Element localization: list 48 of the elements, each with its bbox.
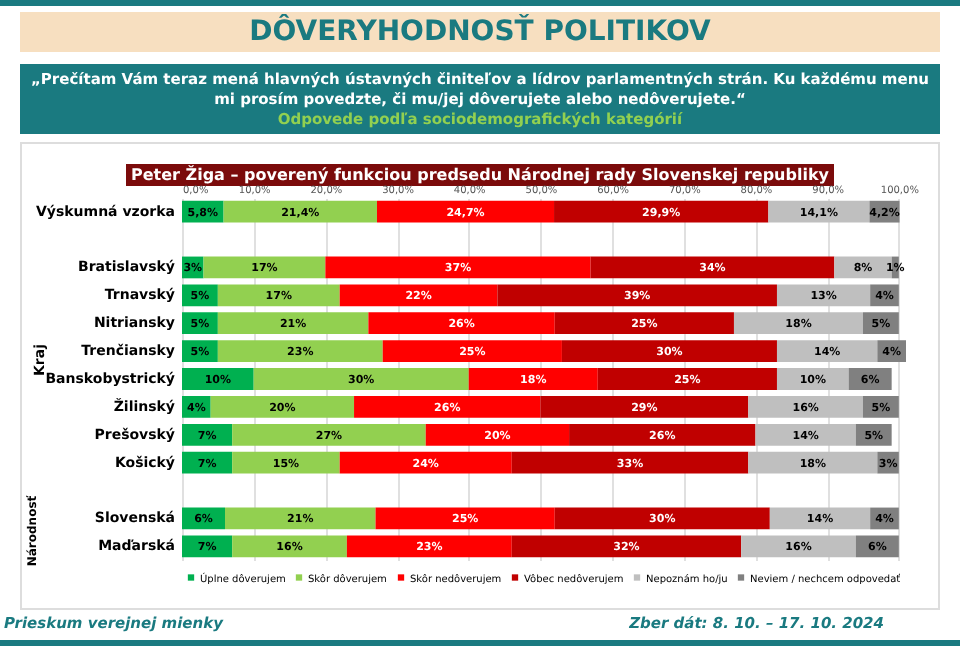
- bar: [597, 368, 777, 390]
- bar: [354, 396, 541, 418]
- bar: [497, 284, 777, 307]
- chart-title: DÔVERYHODNOSŤ POLITIKOV: [20, 12, 940, 52]
- bar: [217, 284, 340, 307]
- bar: [554, 200, 769, 223]
- bar: [569, 423, 756, 446]
- bar: [325, 256, 591, 279]
- bar: [210, 396, 355, 418]
- bar: [217, 340, 383, 362]
- bar: [223, 200, 377, 223]
- bar: [182, 423, 233, 446]
- bar: [741, 535, 856, 558]
- bar: [346, 535, 512, 558]
- bar: [375, 507, 555, 530]
- bar: [554, 507, 770, 530]
- bar: [203, 256, 326, 279]
- bar: [232, 423, 426, 446]
- bar: [368, 312, 555, 335]
- text: Peter Žiga – poverený funkciou predsedu Národnej rady Slovenskej republiky: [125, 164, 835, 186]
- bar: [217, 312, 369, 335]
- bar: [339, 284, 498, 307]
- bar: [776, 284, 871, 307]
- bar: [225, 507, 376, 530]
- bar: [540, 396, 749, 418]
- bar: [755, 423, 856, 446]
- bar: [748, 396, 863, 418]
- bar: [182, 535, 233, 558]
- bar: [733, 312, 863, 335]
- bar: [768, 200, 870, 223]
- bar: [776, 340, 878, 362]
- bar: [561, 340, 777, 362]
- bar: [511, 535, 742, 558]
- bar: [748, 451, 878, 474]
- bar: [232, 535, 347, 558]
- bar: [511, 451, 749, 474]
- bar: [182, 368, 254, 390]
- bar: [776, 368, 849, 390]
- bar: [376, 200, 555, 223]
- bar: [382, 340, 562, 362]
- bar: [232, 451, 340, 474]
- bar: [590, 256, 835, 279]
- bar: [425, 423, 570, 446]
- bar: [253, 368, 469, 390]
- bar: [554, 312, 734, 335]
- bar: [182, 451, 233, 474]
- bar: [339, 451, 512, 474]
- bar: [468, 368, 598, 390]
